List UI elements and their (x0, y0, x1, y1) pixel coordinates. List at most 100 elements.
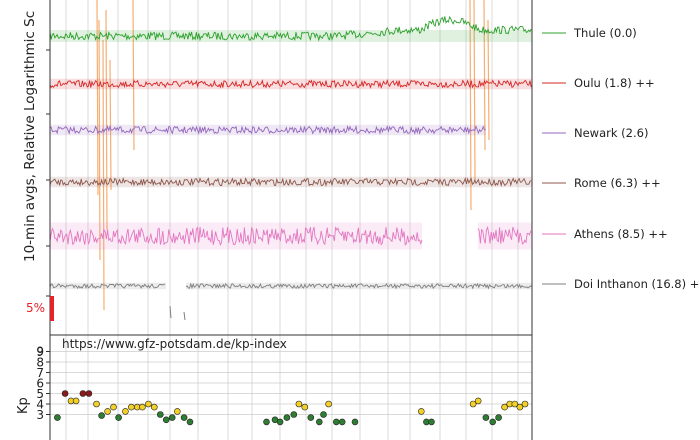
legend-item: Athens (8.5) ++ (542, 227, 668, 241)
kp-point (186, 418, 194, 426)
event-line (105, 9, 108, 231)
legend-label: Athens (8.5) ++ (574, 227, 668, 241)
kp-point (128, 403, 135, 411)
kp-point (104, 408, 111, 415)
event-line (473, 0, 476, 181)
kp-tick-label: 4 (36, 398, 44, 412)
legend-item: Rome (6.3) ++ (542, 176, 661, 190)
kp-axis-label: Kp (16, 397, 31, 414)
kp-point (501, 403, 508, 411)
legend-item: Thule (0.0) (542, 26, 637, 40)
event-line (487, 19, 490, 141)
kp-point (61, 390, 69, 397)
legend-item: Doi Inthanon (16.8) ++ (542, 277, 700, 291)
kp-point (85, 390, 93, 397)
kp-point (72, 397, 80, 405)
scale-bar (50, 296, 54, 321)
kp-point (315, 418, 323, 426)
legend-label: Rome (6.3) ++ (574, 176, 661, 190)
kp-tick-label: 3 (36, 408, 44, 422)
trace-line (49, 124, 486, 136)
kp-tick-label: 8 (36, 356, 44, 370)
legend: Thule (0.0) Oulu (1.8) ++ Newark (2.6) Rome… (542, 26, 700, 291)
event-line (469, 0, 472, 211)
kp-point (428, 418, 435, 426)
event-line (483, 0, 486, 151)
event-line (109, 59, 112, 191)
kp-point (151, 403, 158, 411)
series-trace (49, 282, 532, 290)
scale-bar-label: 5% (26, 301, 45, 315)
trace-line (49, 226, 423, 247)
trace-line (477, 226, 532, 245)
legend-label: Oulu (1.8) ++ (574, 76, 655, 90)
legend-label: Newark (2.6) (574, 126, 648, 140)
kp-tick-label: 9 (36, 345, 44, 359)
kp-grid (50, 335, 532, 440)
kp-point (290, 411, 298, 418)
trace-line (49, 177, 532, 188)
kp-point (283, 414, 291, 421)
kp-points (54, 390, 529, 426)
kp-point (301, 403, 309, 411)
kp-point (295, 400, 303, 408)
legend-label: Doi Inthanon (16.8) ++ (574, 277, 700, 291)
kp-point (489, 418, 497, 426)
kp-point (79, 390, 87, 397)
kp-tick-label: 5 (36, 387, 44, 401)
kp-point (495, 414, 502, 421)
y-axis-label: 10-min avgs, Relative Logarithmic Sc (22, 11, 38, 262)
kp-point (110, 403, 117, 411)
kp-point (263, 418, 270, 426)
series-trace (49, 78, 532, 90)
kp-tick-label: 7 (36, 366, 44, 380)
legend-label: Thule (0.0) (573, 26, 637, 40)
kp-point (157, 411, 164, 418)
series-trace (49, 15, 532, 42)
trace-line (49, 283, 166, 289)
kp-point (469, 400, 477, 408)
kp-point (307, 414, 315, 421)
kp-point (417, 408, 425, 415)
kp-point (325, 400, 332, 408)
event-line (96, 0, 99, 196)
kp-point (511, 400, 519, 408)
kp-point (516, 403, 524, 411)
kp-point (332, 418, 340, 426)
kp-plot-panel: https://www.gfz-potsdam.de/kp-index Kp 3… (16, 334, 533, 440)
station-traces (49, 15, 532, 321)
top-grid (65, 0, 519, 335)
top-left-ticks (46, 49, 50, 297)
kp-url-annotation: https://www.gfz-potsdam.de/kp-index (62, 337, 287, 351)
kp-point (521, 400, 529, 408)
kp-point (168, 414, 176, 421)
kp-point (162, 416, 170, 424)
event-line (132, 0, 135, 151)
kp-point (93, 400, 100, 408)
trace-artifact (169, 305, 172, 319)
kp-point (276, 418, 284, 426)
station-plot-panel: 10-min avgs, Relative Logarithmic Sc 5% … (22, 0, 700, 336)
kp-point (54, 414, 61, 421)
kp-tick-label: 6 (36, 377, 44, 391)
trace-line (49, 15, 532, 42)
kp-panel-frame (49, 334, 533, 440)
kp-point (351, 418, 359, 426)
legend-item: Oulu (1.8) ++ (542, 76, 655, 90)
series-trace (49, 176, 532, 188)
kp-point (474, 397, 482, 405)
event-line (98, 19, 101, 261)
kp-point (338, 418, 346, 426)
kp-point (180, 414, 188, 421)
kp-point (482, 414, 490, 421)
kp-point (320, 411, 327, 418)
series-trace (49, 222, 532, 250)
kp-tick-label: 9 (36, 345, 44, 359)
legend-item: Newark (2.6) (542, 126, 648, 140)
kp-point (98, 412, 105, 419)
event-lines (96, 0, 490, 311)
trace-line (185, 282, 532, 290)
series-trace (49, 124, 486, 136)
